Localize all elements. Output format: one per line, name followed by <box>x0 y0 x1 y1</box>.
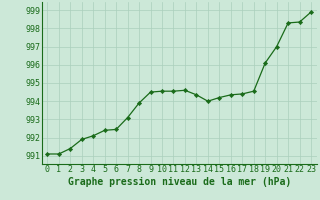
X-axis label: Graphe pression niveau de la mer (hPa): Graphe pression niveau de la mer (hPa) <box>68 177 291 187</box>
